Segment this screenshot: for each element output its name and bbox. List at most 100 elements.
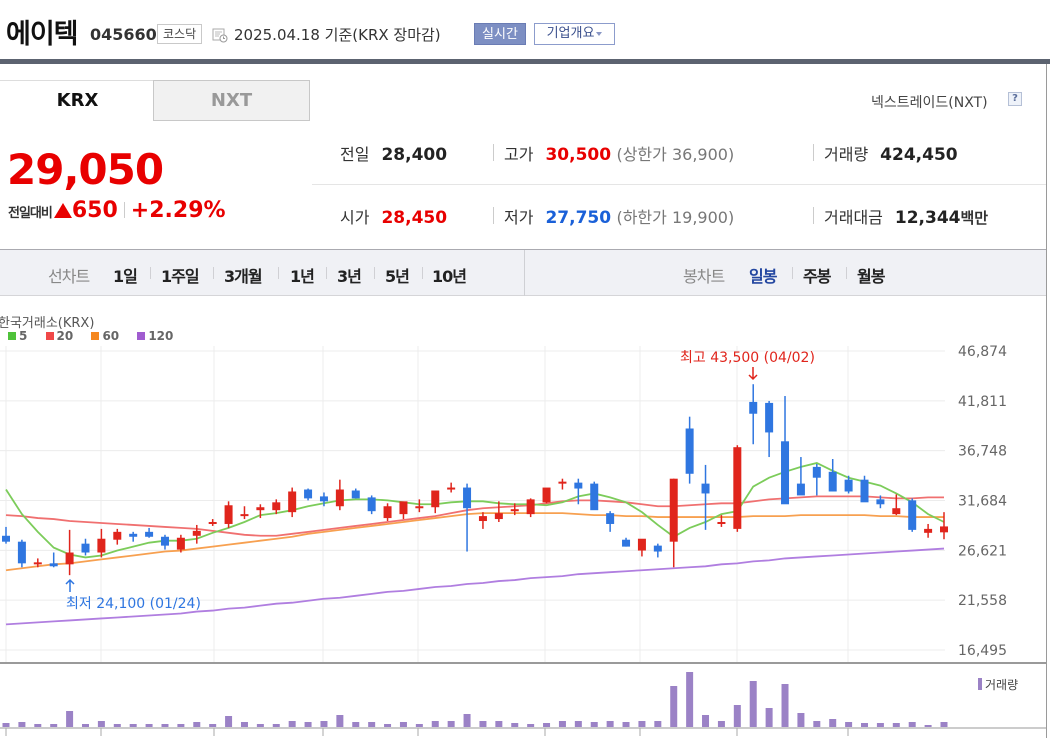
volume-bar <box>733 705 741 727</box>
candle-daily[interactable]: 일봉 <box>749 267 777 286</box>
candle <box>176 537 185 550</box>
period-1y[interactable]: 1년 <box>290 267 315 286</box>
up-triangle-icon <box>53 203 72 218</box>
candle <box>351 490 360 499</box>
company-overview-dropdown[interactable]: 기업개요 <box>534 23 615 45</box>
legend-ma60: 60 <box>91 329 119 343</box>
candle <box>781 441 790 505</box>
candle <box>622 539 631 547</box>
ma5-line <box>5 461 945 559</box>
candle <box>796 483 805 496</box>
candle <box>637 538 646 551</box>
volume-bar <box>34 724 42 727</box>
candlestick-chart[interactable]: 46,874 41,811 36,748 31,684 26,621 21,558 16,4… <box>0 298 1046 738</box>
stat-label: 거래량 <box>824 145 869 164</box>
y-axis-label: 46,874 <box>958 344 1007 360</box>
candle <box>240 514 249 517</box>
volume-bar <box>463 714 471 727</box>
volume-bar <box>686 672 694 727</box>
stat-label: 거래대금 <box>824 208 883 227</box>
chevron-down-icon <box>596 31 603 36</box>
volume-bar <box>813 721 821 727</box>
separator <box>493 144 494 161</box>
nextrade-link[interactable]: 넥스트레이드(NXT) <box>871 95 988 111</box>
candle <box>749 401 758 414</box>
current-price: 29,050 <box>7 145 164 194</box>
stat-prev-close: 전일 28,400 <box>340 141 447 165</box>
change-row: 전일대비 650 +2.29% <box>8 198 226 223</box>
tab-krx[interactable]: KRX <box>0 80 155 121</box>
legend-label: 20 <box>56 329 74 343</box>
separator <box>792 267 793 279</box>
stat-value: 28,450 <box>381 208 448 228</box>
volume-bar <box>161 724 169 727</box>
separator <box>493 207 494 224</box>
separator <box>150 267 151 279</box>
volume-bar <box>638 721 646 727</box>
arrow-up-icon <box>65 578 75 592</box>
candle-monthly[interactable]: 월봉 <box>857 267 885 286</box>
period-3m[interactable]: 3개월 <box>224 267 263 286</box>
help-icon[interactable]: ? <box>1008 92 1022 106</box>
separator <box>278 267 279 279</box>
separator <box>123 202 125 218</box>
candle <box>844 479 853 492</box>
volume-bar <box>177 724 185 727</box>
volume-bar <box>240 722 248 727</box>
volume-bar <box>113 724 121 727</box>
volume-legend: 거래량 <box>985 678 1018 692</box>
candle <box>431 490 440 508</box>
period-1d[interactable]: 1일 <box>113 267 138 286</box>
volume-bar <box>129 724 137 727</box>
candle <box>49 563 58 567</box>
period-5y[interactable]: 5년 <box>385 267 410 286</box>
candle <box>319 496 328 502</box>
candle <box>256 507 265 511</box>
calendar-clock-icon <box>212 28 228 43</box>
volume-bar <box>543 723 551 727</box>
candle <box>192 530 201 536</box>
period-1w[interactable]: 1주일 <box>161 267 200 286</box>
stat-open: 시가 28,450 <box>340 204 447 228</box>
candle <box>17 541 26 564</box>
candle <box>145 531 154 537</box>
right-border <box>1046 64 1047 738</box>
candle <box>733 447 742 529</box>
period-3y[interactable]: 3년 <box>337 267 362 286</box>
volume-bar <box>606 721 614 727</box>
volume-bar <box>702 715 710 727</box>
realtime-button[interactable]: 실시간 <box>474 23 526 45</box>
volume-bar <box>527 724 535 727</box>
volume-bar <box>765 708 773 727</box>
candle <box>558 481 567 484</box>
separator <box>422 267 423 279</box>
separator <box>374 267 375 279</box>
stat-high: 고가 30,500 (상한가 36,900) <box>504 141 734 165</box>
volume-bar <box>876 723 884 727</box>
y-axis-label: 26,621 <box>958 543 1007 559</box>
volume-bar <box>654 721 662 727</box>
line-chart-label: 선차트 <box>48 267 90 286</box>
stock-chart[interactable]: 한국거래소(KRX) 5 20 60 120 46,874 41,811 36,74… <box>0 298 1046 738</box>
stat-unit: 백만 <box>960 209 989 227</box>
volume-bar <box>18 722 26 727</box>
legend-label: 5 <box>19 329 28 343</box>
candle <box>399 501 408 515</box>
candle <box>33 562 42 565</box>
candle-weekly[interactable]: 주봉 <box>803 267 831 286</box>
candle <box>574 482 583 489</box>
volume-legend-swatch <box>978 678 982 690</box>
candle <box>494 513 503 520</box>
candle <box>765 402 774 433</box>
stat-volume: 거래량 424,450 <box>824 141 958 165</box>
volume-bar <box>924 725 932 727</box>
candle <box>81 543 90 553</box>
stock-code: 045660 <box>90 25 157 44</box>
stat-trade-amount: 거래대금 12,344백만 <box>824 204 988 228</box>
volume-bar <box>829 719 837 727</box>
volume-bar <box>622 722 630 727</box>
tab-nxt[interactable]: NXT <box>153 80 310 121</box>
period-10y[interactable]: 10년 <box>432 267 467 286</box>
volume-bar <box>209 724 217 727</box>
volume-bar <box>861 723 869 727</box>
